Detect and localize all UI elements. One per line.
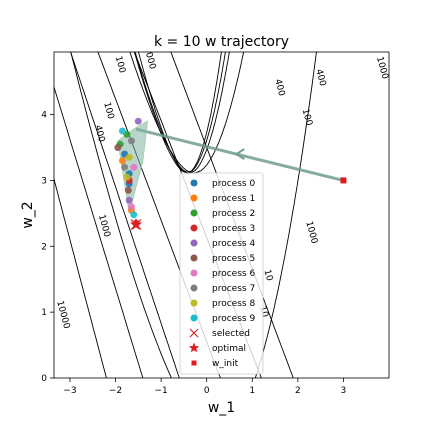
legend-label-0: process 0 — [212, 179, 255, 189]
process-4-point-1 — [134, 117, 142, 125]
legend-marker-0 — [190, 179, 198, 187]
axis-layer: −3 −2 −1 0 1 2 3 0 1 2 3 4 — [41, 111, 346, 396]
legend-marker-1 — [190, 194, 198, 202]
process-9-point-1 — [118, 127, 126, 135]
contour-line-diagonal-2 — [54, 85, 144, 378]
legend-label-10: selected — [212, 329, 250, 339]
x-tick-label--2: −2 — [109, 386, 122, 396]
x-tick-label--3: −3 — [63, 386, 76, 396]
contour-line-100-right — [192, 52, 245, 175]
legend-marker-9 — [190, 314, 198, 322]
legend-box — [179, 172, 264, 375]
process-7-point-1 — [128, 137, 135, 145]
legend-marker-8 — [190, 299, 198, 307]
contour-line-diagonal-3 — [70, 52, 180, 378]
plot-frame — [53, 51, 390, 379]
contour-line-400-left — [134, 52, 191, 175]
legend-marker-6 — [190, 269, 198, 277]
process-7-point-0 — [121, 163, 129, 171]
contour-line-1000-left — [133, 52, 189, 175]
legend-label-8: process 8 — [212, 299, 255, 309]
legend-label-1: process 1 — [212, 194, 255, 204]
points-layer — [114, 117, 347, 230]
contour-line-10000-right — [185, 52, 222, 175]
process-6-point-0 — [128, 203, 135, 211]
process-8-point-1 — [125, 153, 133, 161]
legend-marker-11 — [188, 342, 200, 353]
process-9-point-0 — [130, 211, 138, 219]
legend-marker-10 — [189, 328, 199, 338]
contour-layer — [54, 52, 317, 378]
x-tick-label--1: −1 — [154, 386, 167, 396]
legend-label-5: process 5 — [212, 254, 255, 264]
selected-point-0 — [130, 219, 142, 230]
process-4-point-0 — [125, 196, 133, 204]
contour-label-4: 400 — [92, 124, 106, 143]
process-5-point-0 — [124, 186, 132, 194]
contour-label-12: 10 — [262, 269, 275, 283]
legend-marker-3 — [190, 224, 198, 232]
trajectory-arrowhead — [234, 148, 245, 160]
process-8-point-0 — [123, 173, 131, 181]
contour-line-1000-right — [186, 52, 226, 175]
legend-marker-2 — [190, 209, 198, 217]
legend-label-3: process 3 — [212, 224, 255, 234]
contour-label-6: 400 — [313, 68, 327, 87]
legend-label-11: optimal — [212, 344, 246, 354]
w-init-point-0 — [340, 177, 347, 184]
process-6-point-1 — [130, 163, 138, 171]
legend-marker-4 — [190, 239, 198, 247]
x-axis-label: w_1 — [208, 400, 235, 416]
y-tick-label-4: 4 — [41, 111, 47, 121]
process-5-point-1 — [114, 144, 122, 151]
contour-label-3: 100 — [101, 101, 115, 120]
legend: process 0 process 1 process 2 process 3 proc… — [179, 172, 264, 375]
x-tick-label-2: 2 — [295, 386, 301, 396]
y-tick-label-2: 2 — [41, 242, 47, 252]
chart-title: k = 10 w trajectory — [154, 34, 289, 50]
legend-label-4: process 4 — [212, 239, 255, 249]
legend-label-6: process 6 — [212, 269, 255, 279]
y-tick-label-3: 3 — [41, 176, 47, 186]
x-tick-label-0: 0 — [204, 386, 210, 396]
legend-label-2: process 2 — [212, 209, 255, 219]
legend-label-9: process 9 — [212, 314, 255, 324]
y-tick-label-1: 1 — [41, 308, 47, 318]
y-tick-label-0: 0 — [41, 374, 47, 384]
contour-line-10000-left — [137, 52, 189, 175]
contour-label-7: 100 — [300, 108, 314, 127]
contour-line-diagonal-1 — [54, 177, 107, 378]
contour-line-10-left — [70, 52, 172, 378]
legend-marker-12 — [191, 360, 197, 366]
legend-marker-7 — [190, 284, 198, 292]
contour-line-400-right — [188, 52, 230, 175]
contour-label-5: 400 — [272, 78, 286, 97]
contour-label-1: 100 — [113, 55, 127, 74]
y-axis-label: w_2 — [20, 201, 36, 228]
legend-label-12: w_init — [212, 359, 239, 369]
x-tick-label-3: 3 — [341, 386, 347, 396]
x-tick-label-1: 1 — [249, 386, 255, 396]
legend-marker-5 — [190, 254, 198, 262]
legend-label-7: process 7 — [212, 284, 255, 294]
process-1-point-1 — [118, 157, 126, 165]
